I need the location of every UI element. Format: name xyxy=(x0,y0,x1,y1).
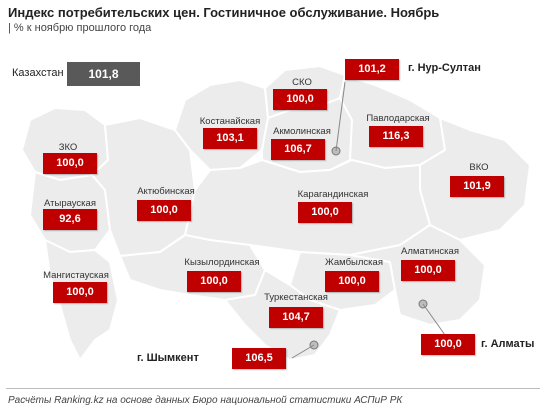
footer-divider xyxy=(6,388,540,389)
national-value: 101,8 xyxy=(67,62,140,86)
region-label-kostanay: Костанайская xyxy=(199,116,261,127)
almaty-leader xyxy=(422,303,446,336)
region-value-atyrau: 92,6 xyxy=(43,209,97,230)
city-value-almaty: 100,0 xyxy=(421,334,475,355)
footer: Расчёты Ranking.kz на основе данных Бюро… xyxy=(0,388,546,416)
region-label-sko: СКО xyxy=(292,77,312,88)
region-label-zko: ЗКО xyxy=(58,142,78,153)
footer-source: Расчёты Ranking.kz на основе данных Бюро… xyxy=(8,395,403,406)
region-value-pavlodar: 116,3 xyxy=(369,126,423,147)
city-label-shymkent: г. Шымкент xyxy=(137,352,199,364)
region-label-vko: ВКО xyxy=(469,162,489,173)
region-value-turkestan: 104,7 xyxy=(269,307,323,328)
city-label-almaty: г. Алматы xyxy=(481,338,535,350)
region-label-mangystau: Мангистауская xyxy=(43,270,109,281)
national-label: Казахстан xyxy=(12,67,64,79)
region-label-zhambyl: Жамбылская xyxy=(325,257,383,268)
city-value-shymkent: 106,5 xyxy=(232,348,286,369)
region-value-zko: 100,0 xyxy=(43,153,97,174)
city-value-nur-sultan: 101,2 xyxy=(345,59,399,80)
region-label-aktobe: Актюбинская xyxy=(137,186,195,197)
region-value-vko: 101,9 xyxy=(450,176,504,197)
region-value-akmola: 106,7 xyxy=(271,139,325,160)
region-value-mangystau: 100,0 xyxy=(53,282,107,303)
page-subtitle: | % к ноябрю прошлого года xyxy=(8,22,152,34)
city-label-nur-sultan: г. Нур-Султан xyxy=(408,62,481,74)
region-label-pavlodar: Павлодарская xyxy=(366,113,430,124)
region-label-akmola: Акмолинская xyxy=(273,126,331,137)
region-value-kyzylorda: 100,0 xyxy=(187,271,241,292)
region-value-zhambyl: 100,0 xyxy=(325,271,379,292)
region-label-almaty: Алматинская xyxy=(401,246,459,257)
shymkent-leader xyxy=(291,344,315,359)
region-value-aktobe: 100,0 xyxy=(137,200,191,221)
page-title: Индекс потребительских цен. Гостиничное … xyxy=(8,5,440,20)
region-value-almaty: 100,0 xyxy=(401,260,455,281)
region-label-kyzylorda: Кызылординская xyxy=(184,257,260,268)
region-label-karaganda: Карагандинская xyxy=(297,189,369,200)
region-label-atyrau: Атырауская xyxy=(44,198,96,209)
region-value-karaganda: 100,0 xyxy=(298,202,352,223)
region-value-kostanay: 103,1 xyxy=(203,128,257,149)
region-label-turkestan: Туркестанская xyxy=(264,292,328,303)
nur-sultan-leader xyxy=(335,81,346,152)
region-value-sko: 100,0 xyxy=(273,89,327,110)
